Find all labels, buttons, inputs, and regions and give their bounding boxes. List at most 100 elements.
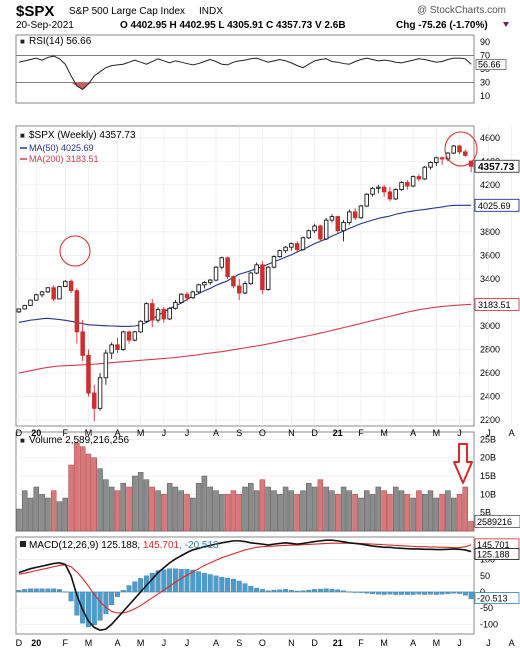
macd-histogram-bar [172,568,178,593]
change-down-triangle [503,22,509,27]
price-tick-label: 4600 [480,133,500,143]
volume-bar [317,479,324,532]
volume-bar [340,486,347,532]
volume-bar [27,497,34,532]
candle-body [289,243,294,248]
macd-histogram-bar [317,588,323,593]
volume-bar [323,486,329,532]
candle-body [370,187,375,195]
chart-symbol: $SPX [16,3,54,20]
price-tick-label: 2800 [480,345,500,355]
volume-bar [126,486,132,532]
xaxis-label-price: N [288,428,295,438]
volume-bar [213,490,219,532]
macd-histogram-bar [213,575,219,593]
candle-body [294,243,300,250]
xaxis-label-macd: A [213,638,219,648]
xaxis-label-price: D [16,428,23,438]
xaxis-label-macd: F [63,638,69,648]
macd-histogram-bar [393,591,399,595]
candle-body [161,309,167,320]
xaxis-label-macd: N [288,638,295,648]
macd-histogram-bar [306,589,312,593]
xaxis-label-macd: M [433,638,441,648]
chart-date: 20-Sep-2021 [16,20,74,31]
macd-value: 125.188, [101,540,143,551]
volume-panel: 25B 20B 15B 10B 5B ■ Volume 2,589,216,256 25892… [15,431,520,532]
macd-hist-last-box [474,592,520,604]
candle-body [231,276,236,287]
candle-body [28,299,33,306]
xaxis-label-macd: J [486,638,491,648]
macd-histogram-bar [457,591,462,594]
volume-bar [253,490,260,532]
xaxis-label-macd: 20 [31,638,41,648]
candle-body [358,205,364,219]
candle-body [352,211,358,219]
macd-histogram-bar [439,591,445,595]
candle-body [242,283,248,294]
volume-bar [21,490,28,532]
rsi-frame [15,34,475,104]
volume-bar [178,490,184,532]
volume-bar [433,497,440,532]
macd-histogram-bar [312,589,318,593]
price-tick-label: 3000 [480,321,500,331]
candle-body [387,191,393,200]
macd-last-label: 125.188 [477,549,510,559]
volume-bar [50,490,57,532]
volume-bar [201,475,208,532]
volume-bar [155,490,161,532]
candle-body [271,256,277,268]
xaxis-label-macd: M [380,638,388,648]
macd-histogram-bar [445,591,451,595]
chart-change: Chg -75.26 (-1.70%) [396,20,488,31]
macd-histogram-bar [85,591,91,628]
candle-body [463,151,468,156]
candle-body [405,182,410,187]
volume-bar [137,472,144,532]
xaxis-label-price: J [185,428,190,438]
candle-body [57,286,62,300]
volume-bar [271,490,277,532]
candle-body [306,230,312,239]
candle-body [167,307,172,320]
candle-body [121,331,126,350]
price-tick-label: 3800 [480,227,500,237]
volume-bar [439,494,445,532]
rsi-last-box [475,59,507,70]
volume-bar [207,486,213,532]
macd-histogram-bar [207,574,213,593]
xaxis-label-price: 21 [333,428,343,438]
x-axis: D20FMAMJJASOND21FMAMJJASD20FMAMJJASOND21… [16,428,515,648]
macd-histogram-bar [422,591,428,595]
chart-ohlc-quote: O 4402.95 H 4402.95 L 4305.91 C 4357.73 … [120,20,346,31]
candle-body [381,186,387,193]
macd-histogram-bar [190,569,196,593]
macd-histogram-bar [22,589,28,593]
macd-histogram-bar [109,591,115,606]
candle-body [318,225,323,240]
xaxis-label-macd: J [457,638,462,648]
macd-histogram-bar [433,591,439,595]
candle-body [97,377,103,409]
candle-body [202,282,207,286]
candle-body [451,145,456,154]
macd-histogram-bar [271,589,277,593]
volume-bar [416,490,422,532]
candle-body [283,246,288,252]
xaxis-label-price: M [85,428,93,438]
volume-bar [277,494,283,532]
volume-bar [108,486,115,532]
xaxis-label-price: A [213,428,219,438]
xaxis-label-macd: A [410,638,416,648]
candle-body [260,264,265,290]
candle-body [39,291,45,296]
macd-histogram-bar [132,581,138,593]
xaxis-label-price: 20 [31,428,41,438]
volume-bar [149,486,155,532]
macd-histogram-bar [242,583,248,593]
xaxis-label-macd: A [509,638,515,648]
volume-legend-marker: ■ [20,436,25,445]
